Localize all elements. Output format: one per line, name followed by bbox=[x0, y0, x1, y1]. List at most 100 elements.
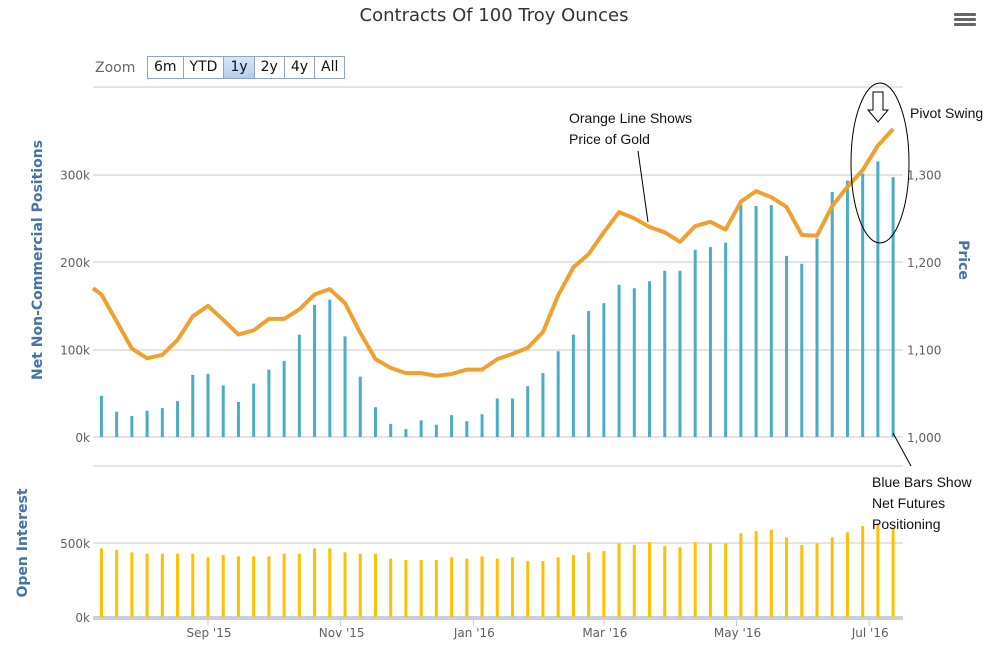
open-interest-bar bbox=[815, 543, 819, 617]
pivot-ellipse bbox=[850, 82, 910, 244]
open-interest-bar bbox=[313, 548, 317, 617]
left-axis-tick: 200k bbox=[60, 256, 90, 270]
net-position-bar bbox=[130, 416, 134, 437]
net-position-bar bbox=[236, 402, 240, 437]
right-axis-tick: 1,200 bbox=[907, 256, 941, 270]
net-position-bar bbox=[176, 401, 180, 437]
open-interest-bar bbox=[511, 557, 514, 617]
open-interest-bar bbox=[480, 556, 484, 617]
open-interest-bar bbox=[358, 553, 362, 617]
orange-annotation-pointer bbox=[637, 150, 649, 223]
net-position-bar bbox=[724, 242, 728, 437]
oi-axis-title: Open Interest bbox=[15, 488, 31, 597]
net-position-bar bbox=[480, 414, 484, 437]
net-position-bar bbox=[495, 398, 499, 437]
left-axis-tick: 100k bbox=[60, 344, 90, 358]
open-interest-bar bbox=[785, 537, 789, 617]
net-position-bar bbox=[769, 205, 773, 437]
net-position-bar bbox=[511, 398, 514, 437]
zoom-6m-button[interactable]: 6m bbox=[148, 57, 184, 78]
net-position-bar bbox=[754, 206, 758, 437]
open-interest-bar bbox=[404, 560, 408, 617]
net-position-bar bbox=[450, 415, 454, 437]
net-position-bar bbox=[282, 360, 286, 437]
x-axis-tick: Sep '15 bbox=[187, 626, 232, 640]
right-axis-tick: 1,100 bbox=[907, 344, 941, 358]
open-interest-bar bbox=[99, 548, 103, 617]
open-interest-bar bbox=[206, 557, 210, 617]
left-axis-tick: 300k bbox=[60, 169, 90, 183]
open-interest-bar bbox=[236, 556, 240, 617]
net-position-bar bbox=[891, 177, 895, 437]
x-axis-tick: May '16 bbox=[714, 626, 761, 640]
open-interest-bar bbox=[389, 558, 393, 617]
right-axis-title: Price bbox=[955, 240, 971, 280]
pivot-annotation: Pivot Swing bbox=[910, 105, 984, 121]
open-interest-bar bbox=[861, 525, 865, 617]
open-interest-bar bbox=[602, 550, 606, 617]
open-interest-bar bbox=[191, 553, 195, 617]
open-interest-bar bbox=[617, 543, 621, 617]
open-interest-bar bbox=[495, 558, 499, 617]
open-interest-bar bbox=[297, 553, 301, 617]
net-position-bar bbox=[297, 334, 301, 437]
net-position-bar bbox=[830, 192, 834, 437]
net-position-bar bbox=[160, 408, 164, 437]
zoom-label: Zoom bbox=[95, 60, 136, 76]
net-position-bar bbox=[404, 429, 408, 437]
net-position-bar bbox=[648, 281, 652, 437]
x-axis-tick: Jan '16 bbox=[453, 626, 495, 640]
net-position-bar bbox=[358, 376, 362, 437]
zoom-4y-button[interactable]: 4y bbox=[284, 57, 316, 78]
open-interest-bar bbox=[830, 537, 834, 617]
x-axis-tick: Nov '15 bbox=[319, 626, 365, 640]
open-interest-bar bbox=[587, 552, 591, 617]
open-interest-bar bbox=[282, 553, 286, 617]
open-interest-bar bbox=[724, 543, 728, 617]
annotation-line: Blue Bars Show bbox=[872, 474, 972, 490]
open-interest-bar bbox=[419, 560, 423, 617]
net-position-bar bbox=[465, 421, 469, 437]
zoom-1y-button[interactable]: 1y bbox=[224, 57, 255, 78]
net-position-bar bbox=[526, 386, 530, 437]
open-interest-bar bbox=[754, 531, 758, 617]
open-interest-bar bbox=[373, 553, 377, 617]
net-position-bar bbox=[419, 420, 423, 437]
zoom-all-button[interactable]: All bbox=[315, 57, 345, 78]
open-interest-bar bbox=[130, 552, 134, 617]
open-interest-bar bbox=[343, 552, 347, 617]
open-interest-bar bbox=[632, 544, 636, 617]
open-interest-bar bbox=[678, 547, 682, 617]
annotation-line: Price of Gold bbox=[569, 131, 650, 147]
zoom-ytd-button[interactable]: YTD bbox=[183, 57, 225, 78]
blue-annotation-pointer bbox=[892, 432, 912, 467]
net-position-bar bbox=[693, 249, 697, 437]
right-axis-tick: 1,000 bbox=[907, 431, 941, 445]
net-position-bar bbox=[267, 369, 271, 437]
zoom-2y-button[interactable]: 2y bbox=[254, 57, 285, 78]
open-interest-bar bbox=[328, 548, 332, 617]
open-interest-bar bbox=[465, 558, 469, 617]
net-position-bar bbox=[434, 424, 438, 437]
open-interest-bar bbox=[648, 542, 652, 617]
annotation-line: Positioning bbox=[872, 516, 941, 532]
open-interest-bar bbox=[845, 532, 849, 617]
net-position-bar bbox=[632, 288, 636, 437]
net-position-bar bbox=[663, 270, 667, 437]
hamburger-menu-icon[interactable] bbox=[954, 11, 976, 29]
net-position-bar bbox=[313, 304, 317, 437]
open-interest-bar bbox=[693, 542, 697, 617]
net-position-bar bbox=[145, 410, 149, 437]
net-position-bar bbox=[328, 299, 332, 437]
open-interest-bar bbox=[115, 549, 119, 617]
net-position-bar bbox=[602, 303, 606, 437]
net-position-bar bbox=[556, 351, 560, 437]
net-position-bar bbox=[876, 161, 880, 437]
open-interest-bar bbox=[541, 561, 545, 617]
net-position-bar bbox=[587, 311, 591, 437]
range-selector: 6m YTD 1y 2y 4y All bbox=[147, 56, 346, 79]
x-axis-tick: Jul '16 bbox=[851, 626, 889, 640]
open-interest-bar bbox=[252, 556, 256, 617]
net-position-bar bbox=[252, 383, 256, 437]
